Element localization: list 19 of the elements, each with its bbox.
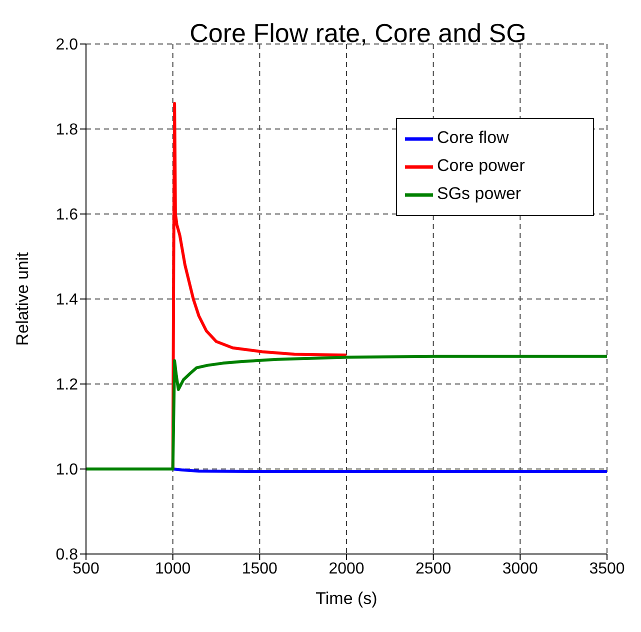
y-tick-label: 1.8	[56, 122, 78, 139]
x-tick-label: 2000	[328, 560, 364, 578]
y-tick-label: 1.4	[56, 292, 78, 309]
x-tick-label: 3000	[502, 560, 538, 578]
legend-label: SGs power	[437, 184, 522, 204]
line-series	[86, 354, 607, 470]
x-tick-label: 1000	[155, 560, 191, 578]
legend-label: Core flow	[437, 128, 509, 148]
y-tick-label: 1.2	[56, 376, 78, 394]
x-axis-title: Time (s)	[316, 589, 378, 608]
y-tick-label: 2.0	[56, 36, 78, 54]
y-axis-title: Relative unit	[13, 252, 32, 346]
y-tick-label: 1.6	[56, 206, 78, 224]
x-tick-label: 3500	[589, 560, 625, 578]
y-tick-label: 1.0	[56, 462, 78, 479]
x-tick-label: 1500	[242, 560, 278, 578]
chart-title: Core Flow rate, Core and SG	[188, 18, 528, 49]
legend-label: Core power	[437, 156, 525, 176]
x-tick-label: 2500	[416, 560, 452, 578]
